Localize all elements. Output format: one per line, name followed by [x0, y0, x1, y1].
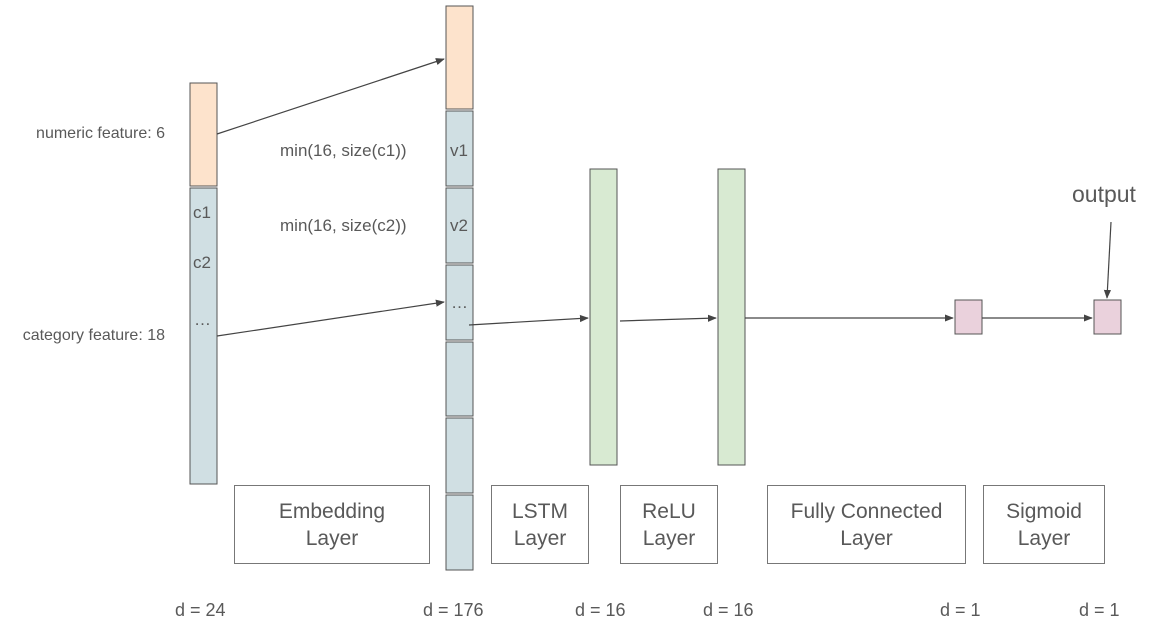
sigmoid-layer-box: Sigmoid Layer	[983, 485, 1105, 564]
fc-node	[954, 299, 983, 335]
numeric-feature-label: numeric feature: 6	[36, 125, 165, 142]
embedding-cell-v2	[445, 187, 474, 264]
sigmoid-node	[1093, 299, 1122, 335]
arrow-embedding-to-lstm	[468, 314, 589, 326]
embedding-cell-ellipsis	[445, 264, 474, 341]
dim-input: d = 24	[175, 600, 226, 620]
fc-layer-name: Fully Connected	[790, 499, 943, 523]
arrow-category-to-embedding	[216, 299, 445, 337]
arrow-lstm-to-relu	[619, 314, 717, 322]
dim-sigmoid: d = 1	[1079, 600, 1120, 620]
embedding-label-ellipsis: …	[451, 293, 468, 312]
embedding-label-v1: v1	[450, 141, 468, 160]
embedding-layer-suffix: Layer	[305, 526, 359, 550]
lstm-layer-suffix: Layer	[513, 526, 567, 550]
embedding-label-v2: v2	[450, 216, 468, 235]
embedding-cell-v1	[445, 110, 474, 187]
input-cell-c2: c2	[193, 253, 211, 272]
embedding-numeric-block	[445, 5, 474, 110]
embedding-cell	[445, 417, 474, 494]
output-label: output	[1072, 181, 1136, 207]
sigmoid-layer-suffix: Layer	[1017, 526, 1071, 550]
embedding-layer-box: Embedding Layer	[234, 485, 430, 564]
lstm-layer-box: LSTM Layer	[491, 485, 589, 564]
relu-layer-name: ReLU	[642, 499, 696, 523]
input-cell-c1: c1	[193, 203, 211, 222]
lstm-layer-name: LSTM	[511, 499, 568, 523]
fc-layer-box: Fully Connected Layer	[767, 485, 966, 564]
relu-block	[717, 168, 746, 466]
embedding-size-formula-c2: min(16, size(c2))	[280, 216, 407, 235]
arrow-output-pointer	[1103, 221, 1112, 299]
input-category-block	[189, 187, 218, 485]
dim-fc: d = 1	[940, 600, 981, 620]
fc-layer-suffix: Layer	[840, 526, 893, 550]
dim-relu: d = 16	[703, 600, 754, 620]
dim-lstm: d = 16	[575, 600, 626, 620]
embedding-size-formula-c1: min(16, size(c1))	[280, 141, 407, 160]
input-numeric-block	[189, 82, 218, 187]
embedding-cell	[445, 341, 474, 417]
category-feature-label: category feature: 18	[22, 327, 165, 344]
relu-layer-box: ReLU Layer	[620, 485, 718, 564]
embedding-layer-name: Embedding	[278, 499, 386, 523]
lstm-block	[589, 168, 618, 466]
arrow-numeric-to-embedding	[216, 58, 445, 135]
input-cell-ellipsis: …	[194, 310, 211, 329]
sigmoid-layer-name: Sigmoid	[1006, 499, 1082, 523]
embedding-cell	[445, 494, 474, 571]
dim-embedding: d = 176	[423, 600, 484, 620]
relu-layer-suffix: Layer	[642, 526, 696, 550]
